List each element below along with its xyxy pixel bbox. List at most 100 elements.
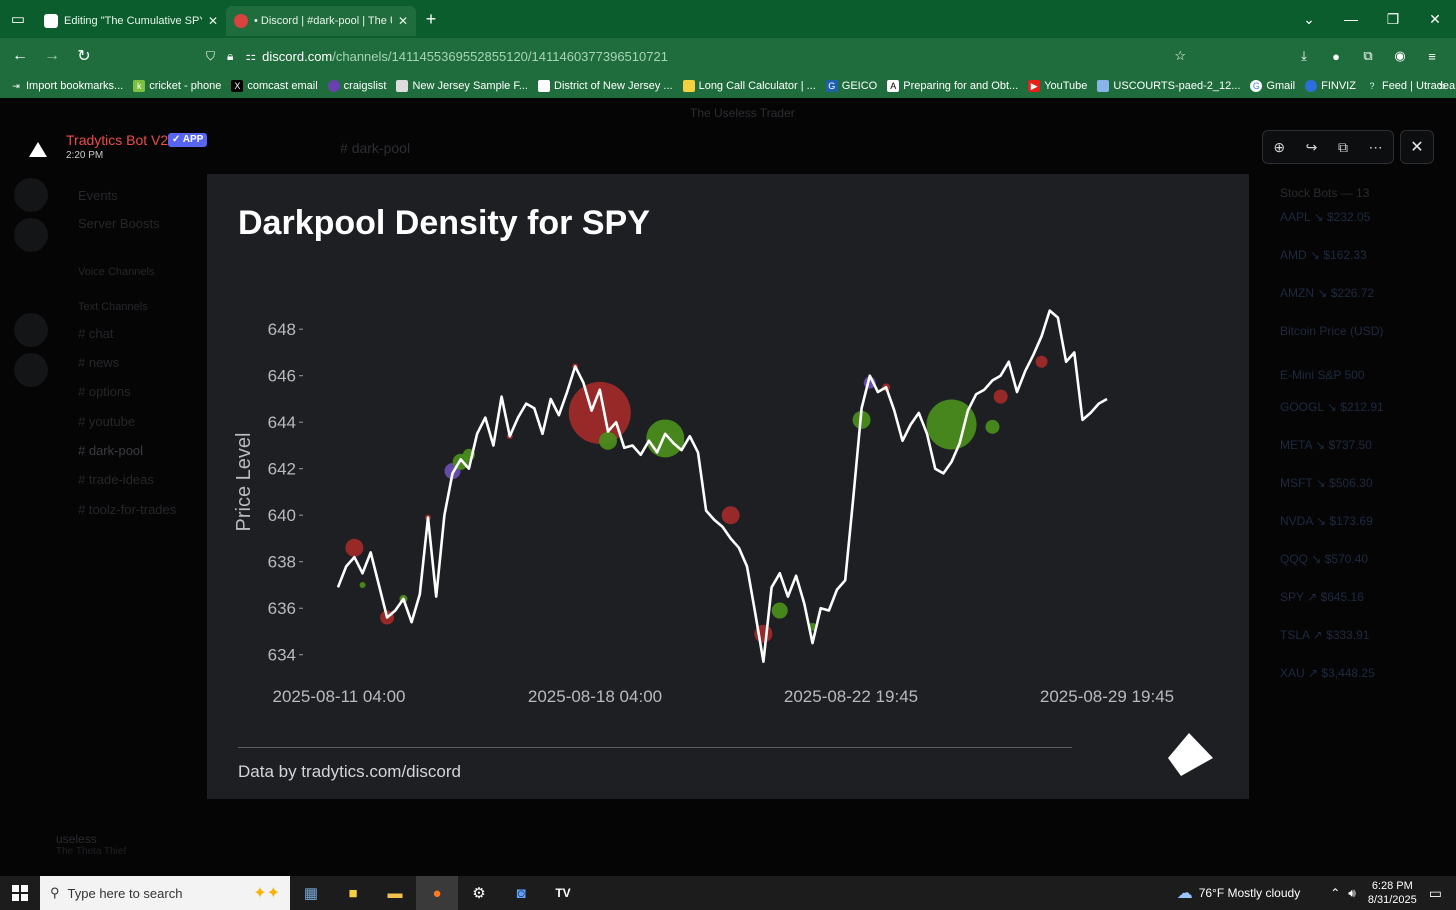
start-button[interactable] [0, 876, 40, 910]
notifications-icon[interactable]: ▭ [1428, 884, 1442, 901]
bookmark-item[interactable]: A Preparing for and Obt... [887, 80, 1018, 92]
member-item[interactable]: SPY ↗ $645.16 [1280, 590, 1364, 604]
member-item[interactable]: AMD ↘ $162.33 [1280, 248, 1367, 262]
explore-icon[interactable] [14, 353, 48, 387]
firefox-app-icon[interactable]: ● [416, 876, 458, 910]
member-item[interactable]: TSLA ↗ $333.91 [1280, 628, 1370, 642]
open-external-icon[interactable]: ⧉ [1338, 138, 1349, 155]
sticky-notes-app-icon[interactable]: ■ [348, 884, 358, 902]
member-item[interactable]: GOOGL ↘ $212.91 [1280, 400, 1384, 414]
member-item[interactable]: QQQ ↘ $570.40 [1280, 552, 1369, 566]
clock[interactable]: 6:28 PM 8/31/2025 [1368, 879, 1417, 907]
x-icon: X [231, 80, 244, 92]
tab-list-icon[interactable]: ▭ [10, 11, 26, 28]
server-icon[interactable] [14, 218, 48, 252]
menu-icon[interactable]: ≡ [1428, 48, 1436, 64]
bookmark-item[interactable]: ▶ YouTube [1028, 80, 1087, 92]
bookmark-item[interactable]: G GEICO [825, 80, 877, 92]
system-tray: ☁ 76°F Mostly cloudy ⌃ 🔊︎ 6:28 PM 8/31/2… [1177, 876, 1456, 910]
close-tab-icon[interactable]: ✕ [207, 14, 218, 28]
channel-trade-ideas[interactable]: # trade-ideas [78, 472, 154, 487]
download-icon[interactable]: ⤓ [1301, 48, 1307, 63]
permissions-icon[interactable]: ⚏ [245, 49, 257, 63]
bookmark-item[interactable]: G Gmail [1250, 80, 1295, 92]
bookmark-item[interactable]: District of New Jersey ... [538, 80, 673, 92]
discord-app-icon[interactable]: ◙ [516, 884, 526, 902]
extensions-icon[interactable]: ⧉ [1363, 48, 1373, 63]
chevron-up-icon[interactable]: ⌃ [1330, 886, 1341, 900]
bookmark-star-icon[interactable]: ☆ [1174, 48, 1186, 63]
channel-news[interactable]: # news [78, 355, 120, 370]
bookmark-item[interactable]: New Jersey Sample F... [396, 80, 528, 92]
tradingview-app-icon[interactable]: TV [555, 886, 571, 900]
taskbar-search[interactable]: ⚲ Type here to search ✦✦ [40, 876, 290, 910]
reload-icon[interactable]: ↻ [77, 48, 91, 65]
bookmark-item[interactable]: USCOURTS-paed-2_12... [1097, 80, 1240, 92]
member-item[interactable]: AAPL ↘ $232.05 [1280, 210, 1371, 224]
file-explorer-app-icon[interactable]: ▬ [387, 884, 403, 902]
back-icon[interactable]: ← [12, 47, 28, 64]
bookmark-item[interactable]: Long Call Calculator | ... [682, 80, 816, 92]
channel-options[interactable]: # options [78, 384, 131, 399]
member-item[interactable]: NVDA ↘ $173.69 [1280, 514, 1373, 528]
member-item[interactable]: Bitcoin Price (USD) [1280, 324, 1384, 338]
chart-image[interactable]: Darkpool Density for SPY 634 636 638 640 642… [207, 174, 1249, 799]
geico-icon: G [825, 80, 838, 92]
density-bubble [771, 602, 788, 619]
url-bar[interactable]: ⛉ 🔒︎ ⚏ discord.com/channels/141145536955… [200, 43, 1196, 69]
notification-icon[interactable]: ◉ [1394, 48, 1406, 63]
channel-events[interactable]: Events [78, 188, 118, 203]
add-server-icon[interactable] [14, 313, 48, 347]
shield-icon[interactable]: ⛉ [206, 48, 216, 63]
forward-icon[interactable]: → [44, 47, 60, 64]
server-icon[interactable] [14, 178, 48, 212]
bot-avatar[interactable] [20, 132, 56, 168]
member-item[interactable]: XAU ↗ $3,448.25 [1280, 666, 1375, 680]
x-tick-label: 2025-08-18 04:00 [528, 687, 662, 706]
discord-icon [234, 14, 248, 28]
more-options-icon[interactable]: ⋯ [1368, 138, 1383, 155]
lock-icon[interactable]: 🔒︎ [227, 48, 234, 63]
density-bubble [985, 419, 1000, 434]
bookmark-item[interactable]: k cricket - phone [133, 80, 221, 92]
close-tab-icon[interactable]: ✕ [397, 14, 408, 28]
member-item[interactable]: META ↘ $737.50 [1280, 438, 1372, 452]
density-bubble [993, 389, 1008, 404]
member-item[interactable]: AMZN ↘ $226.72 [1280, 286, 1375, 300]
more-bookmarks-icon[interactable]: » [1438, 78, 1446, 93]
channel-chat[interactable]: # chat [78, 326, 114, 341]
settings-app-icon[interactable]: ⚙ [472, 885, 486, 902]
category-voice[interactable]: Voice Channels [78, 266, 155, 278]
member-item[interactable]: E-Mini S&P 500 [1280, 368, 1365, 382]
channel-youtube[interactable]: # youtube [78, 414, 136, 429]
close-window-button[interactable]: ✕ [1429, 10, 1441, 27]
import-icon: ⇥ [12, 81, 20, 91]
bookmark-item[interactable]: FINVIZ [1305, 80, 1356, 92]
bookmark-item[interactable]: ? Feed | Utradea [1366, 80, 1455, 92]
chevron-down-icon[interactable]: ⌄ [1303, 10, 1315, 27]
bot-name[interactable]: Tradytics Bot V2 [66, 132, 169, 148]
user-name[interactable]: useless [56, 832, 97, 846]
windows-taskbar: ⚲ Type here to search ✦✦ ▦ ■ ▬ ● ⚙ ◙ TV … [0, 876, 1456, 910]
tab-editing[interactable]: Editing "The Cumulative SPY re ✕ [36, 6, 226, 36]
weather-text[interactable]: 76°F Mostly cloudy [1198, 886, 1301, 900]
forward-share-icon[interactable]: ↪ [1305, 138, 1318, 155]
channel-boosts[interactable]: Server Boosts [78, 216, 160, 231]
tab-discord[interactable]: • Discord | #dark-pool | The Use ✕ [226, 6, 416, 36]
channel-toolz[interactable]: # toolz-for-trades [78, 502, 177, 517]
close-viewer-button[interactable]: ✕ [1400, 130, 1434, 164]
bookmark-item[interactable]: craigslist [327, 80, 386, 92]
volume-icon[interactable]: 🔊︎ [1348, 885, 1356, 900]
new-tab-button[interactable]: + [425, 8, 437, 29]
bookmark-item[interactable]: ⇥ Import bookmarks... [10, 80, 123, 92]
category-text[interactable]: Text Channels [78, 301, 148, 313]
minimize-button[interactable]: — [1344, 11, 1358, 27]
calculator-app-icon[interactable]: ▦ [303, 885, 319, 902]
zoom-in-icon[interactable]: ⊕ [1273, 138, 1286, 155]
member-item[interactable]: MSFT ↘ $506.30 [1280, 476, 1373, 490]
channel-dark-pool[interactable]: # dark-pool [78, 443, 144, 458]
account-icon[interactable]: ● [1332, 48, 1340, 64]
restore-button[interactable]: ❐ [1386, 10, 1400, 27]
